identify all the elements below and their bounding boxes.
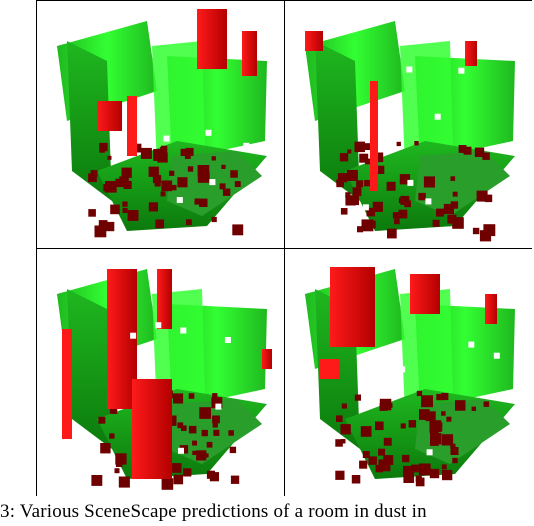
figure-grid bbox=[36, 0, 532, 496]
figure-caption: 3: Various SceneScape predictions of a r… bbox=[0, 501, 427, 522]
voxel-render-svg bbox=[57, 269, 272, 490]
voxel-scene-top-left bbox=[37, 1, 284, 248]
voxel-scene-top-right bbox=[285, 1, 532, 248]
voxel-render-svg bbox=[305, 267, 515, 487]
voxel-scene-bottom-left bbox=[37, 249, 284, 496]
grid-divider-horizontal bbox=[37, 248, 531, 249]
voxel-render-svg bbox=[57, 9, 267, 238]
voxel-scene-bottom-right bbox=[285, 249, 532, 496]
voxel-render-svg bbox=[305, 21, 515, 242]
